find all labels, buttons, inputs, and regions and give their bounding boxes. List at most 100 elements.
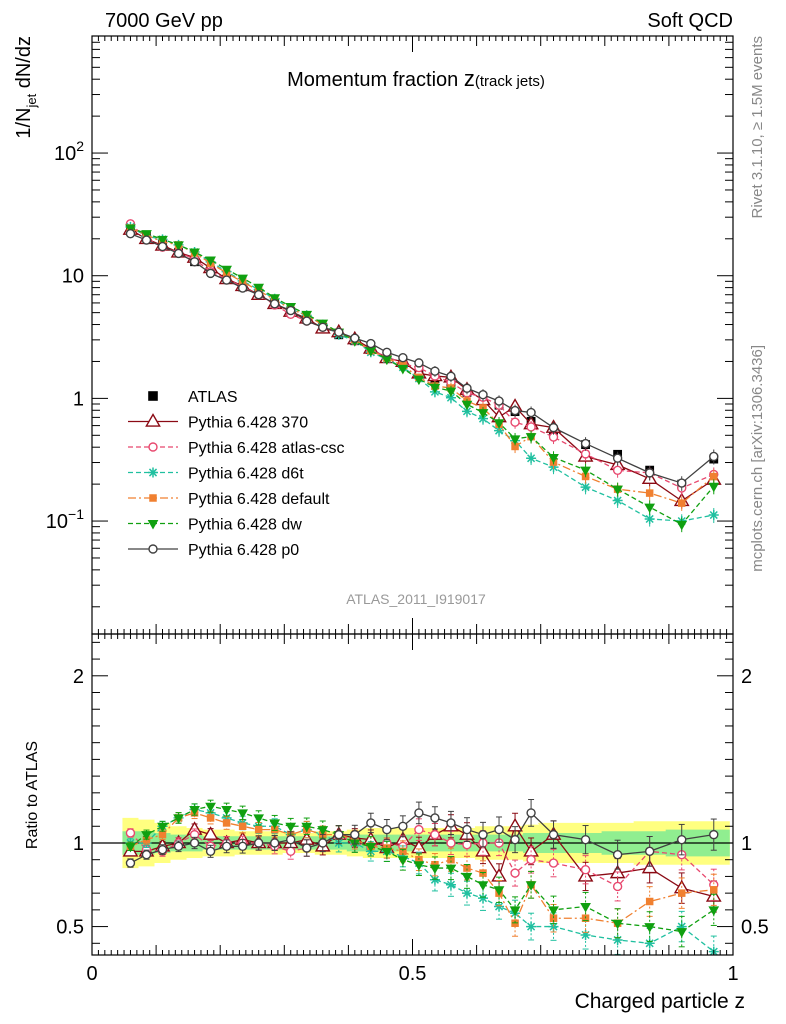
series-point <box>301 310 313 321</box>
series-ratio-4 <box>125 799 720 948</box>
series-point <box>205 256 216 267</box>
series-point <box>445 392 456 403</box>
series-point <box>676 921 687 932</box>
series-point <box>447 855 455 864</box>
series-point <box>429 874 440 885</box>
series-point <box>612 453 623 463</box>
y-tick-label-base: 10 <box>54 143 76 165</box>
series-point <box>580 834 591 845</box>
series-point <box>677 499 686 507</box>
series-point <box>286 305 296 316</box>
series-point <box>285 822 297 833</box>
legend-marker <box>148 544 158 554</box>
series-point <box>157 844 168 855</box>
series-point <box>526 921 537 932</box>
x-tick-label: 0 <box>86 963 97 985</box>
series-point <box>709 451 719 462</box>
series-line-ratio <box>130 805 715 933</box>
analysis-label: ATLAS_2011_I919017 <box>346 591 486 607</box>
y-tick-label-base: 10 <box>62 266 84 288</box>
series-point <box>269 294 281 304</box>
series-point <box>645 489 654 497</box>
y-tick-label-exp: 2 <box>76 138 84 154</box>
series-point <box>645 897 654 906</box>
x-axis-label: Charged particle z <box>575 990 745 1013</box>
x-tick-label: 0.5 <box>399 963 427 985</box>
series-point <box>580 438 591 449</box>
series-point <box>189 257 200 267</box>
header-left: 7000 GeV pp <box>105 10 223 32</box>
series-point <box>269 819 281 829</box>
series-point <box>676 928 688 938</box>
series-point <box>221 806 232 816</box>
series-point <box>253 290 264 300</box>
series-point <box>462 824 472 835</box>
legend-item-4: Pythia 6.428 dw <box>128 517 302 534</box>
legend-label: Pythia 6.428 atlas-csc <box>188 440 345 457</box>
series-point <box>580 929 591 940</box>
series-point <box>414 808 424 818</box>
series-point <box>612 465 623 476</box>
y-tick-label: 10 <box>62 266 84 288</box>
series-point <box>525 433 537 443</box>
chart-title-main: Momentum fraction <box>287 69 464 91</box>
series-point <box>461 872 473 883</box>
series-point <box>141 849 152 860</box>
series-point <box>221 275 232 285</box>
top-y-label-main: 1/N <box>13 108 35 139</box>
y-tick-label: 102 <box>54 138 84 165</box>
series-point <box>580 449 591 459</box>
series-point <box>270 825 279 834</box>
legend-item-5: Pythia 6.428 p0 <box>128 542 299 559</box>
series-point <box>366 338 376 349</box>
series-point <box>429 383 441 394</box>
series-point <box>644 923 656 933</box>
series-point <box>254 825 263 834</box>
series-point <box>494 396 504 406</box>
series-point <box>612 934 623 945</box>
series-point <box>253 283 265 294</box>
series-point <box>381 847 393 858</box>
ratio-y-tick-label-right: 0.5 <box>741 917 769 939</box>
series-point <box>580 466 591 477</box>
series-point <box>644 938 655 949</box>
ratio-y-tick-label-right: 1 <box>741 833 752 855</box>
series-point <box>644 503 656 514</box>
series-point <box>677 478 687 488</box>
series-point <box>141 235 152 245</box>
legend-label: Pythia 6.428 d6t <box>188 466 304 483</box>
ratio-y-tick-label: 0.5 <box>56 917 84 939</box>
series-point <box>318 838 328 848</box>
series-point <box>708 906 720 916</box>
series-point <box>237 841 248 852</box>
series-point <box>399 847 407 856</box>
chart-title: Momentum fraction z(track jets) <box>287 66 545 91</box>
ratio-y-tick-label-right: 2 <box>741 666 752 688</box>
series-point <box>548 921 559 932</box>
series-point <box>445 864 457 875</box>
series-point <box>445 387 457 398</box>
series-point <box>510 868 520 878</box>
series-point <box>548 422 559 433</box>
series-point <box>493 886 505 896</box>
series-point <box>398 821 408 831</box>
series-point <box>494 425 505 436</box>
series-top-5 <box>125 229 719 491</box>
series-point <box>493 419 505 429</box>
series-point <box>526 855 536 865</box>
series-point <box>414 824 424 835</box>
series-point <box>173 241 184 251</box>
legend-marker <box>148 442 158 452</box>
series-point <box>580 482 591 493</box>
series-point <box>525 881 537 891</box>
legend-item-atlas: ATLAS <box>148 389 238 406</box>
series-point <box>491 868 507 882</box>
series-point <box>221 265 232 276</box>
series-point <box>158 830 167 839</box>
side-text-top: Rivet 3.1.10, ≥ 1.5M events <box>749 36 766 219</box>
series-point <box>709 829 719 840</box>
series-point <box>478 893 489 904</box>
series-point <box>612 485 623 496</box>
series-point <box>302 843 312 853</box>
series-point <box>478 829 488 840</box>
